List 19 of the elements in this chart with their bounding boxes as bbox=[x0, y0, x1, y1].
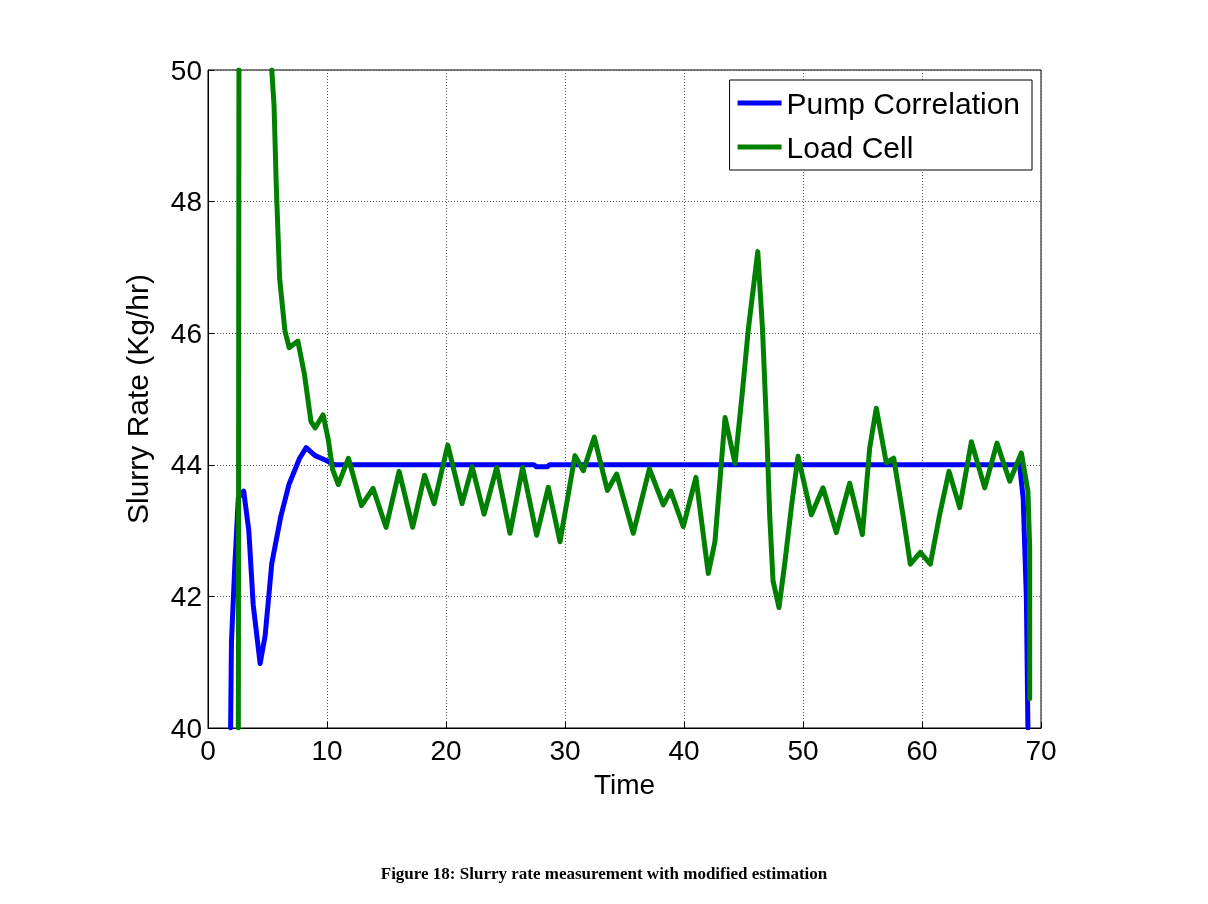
x-tick-label: 40 bbox=[668, 734, 700, 766]
y-tick-label: 44 bbox=[170, 449, 202, 481]
y-axis-title: Slurry Rate (Kg/hr) bbox=[120, 273, 154, 525]
legend-label: Load Cell bbox=[786, 130, 914, 164]
y-tick-label: 48 bbox=[170, 186, 202, 218]
x-tick-label: 70 bbox=[1025, 734, 1057, 766]
y-tick-label: 46 bbox=[170, 317, 202, 349]
y-tick-label: 42 bbox=[170, 580, 202, 612]
x-tick-label: 0 bbox=[200, 734, 216, 766]
legend-label: Pump Correlation bbox=[786, 86, 1020, 120]
x-tick-label: 50 bbox=[787, 734, 819, 766]
y-tick-label: 40 bbox=[170, 712, 202, 744]
y-tick-label: 50 bbox=[170, 54, 202, 86]
x-tick-label: 10 bbox=[311, 734, 343, 766]
x-tick-label: 20 bbox=[430, 734, 462, 766]
x-tick-label: 30 bbox=[549, 734, 581, 766]
x-axis-title: Time bbox=[593, 768, 656, 800]
x-tick-label: 60 bbox=[906, 734, 938, 766]
caption: Figure 18: Slurry rate measurement with modified estimation bbox=[380, 864, 828, 883]
